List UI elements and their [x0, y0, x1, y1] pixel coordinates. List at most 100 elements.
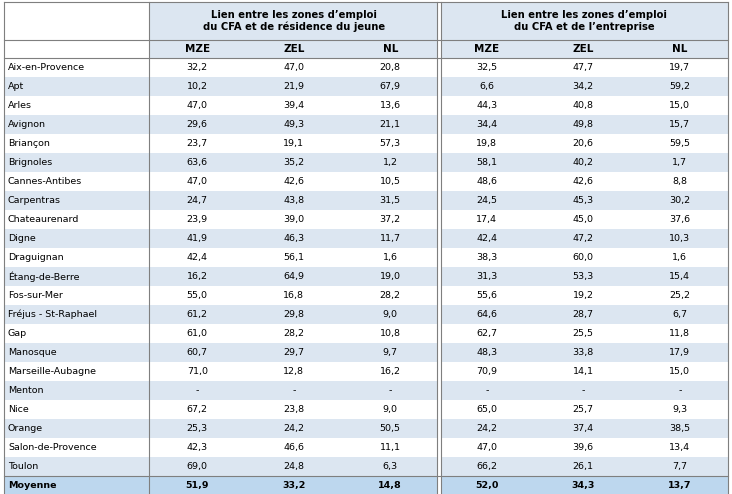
Text: 24,7: 24,7 [187, 196, 208, 205]
Text: 40,8: 40,8 [572, 101, 594, 110]
Text: 38,3: 38,3 [476, 253, 497, 262]
Text: 10,5: 10,5 [380, 177, 400, 186]
Bar [4, 96, 728, 115]
Text: Digne: Digne [8, 234, 36, 243]
Text: 67,2: 67,2 [187, 405, 208, 414]
Text: 25,2: 25,2 [669, 291, 690, 300]
Text: 29,8: 29,8 [283, 310, 305, 319]
Text: 49,8: 49,8 [572, 120, 594, 129]
Bar [4, 438, 728, 457]
Text: -: - [581, 386, 585, 395]
Text: 24,8: 24,8 [283, 462, 305, 471]
Text: 64,9: 64,9 [283, 272, 305, 281]
Text: 8,8: 8,8 [672, 177, 687, 186]
Text: 52,0: 52,0 [475, 481, 498, 490]
Text: 15,4: 15,4 [669, 272, 690, 281]
Bar [4, 77, 728, 96]
Text: 20,6: 20,6 [572, 139, 594, 148]
Text: 39,4: 39,4 [283, 101, 305, 110]
Text: 20,8: 20,8 [380, 63, 400, 72]
Text: 6,3: 6,3 [383, 462, 397, 471]
Text: 43,8: 43,8 [283, 196, 305, 205]
Text: 67,9: 67,9 [380, 82, 400, 91]
Text: 37,4: 37,4 [572, 424, 594, 433]
Text: 56,1: 56,1 [283, 253, 305, 262]
Text: 70,9: 70,9 [477, 367, 497, 376]
Text: 26,1: 26,1 [572, 462, 594, 471]
Text: -: - [389, 386, 392, 395]
Text: 15,7: 15,7 [669, 120, 690, 129]
Text: 46,3: 46,3 [283, 234, 305, 243]
Text: NL: NL [672, 44, 687, 54]
Text: 19,2: 19,2 [572, 291, 594, 300]
Text: 49,3: 49,3 [283, 120, 305, 129]
Text: 1,6: 1,6 [383, 253, 397, 262]
Text: Avignon: Avignon [8, 120, 46, 129]
Text: 42,3: 42,3 [187, 443, 208, 452]
Text: 25,5: 25,5 [572, 329, 594, 338]
Bar [4, 191, 728, 210]
Text: Moyenne: Moyenne [8, 481, 56, 490]
Text: 10,3: 10,3 [669, 234, 690, 243]
Bar [4, 267, 728, 286]
Bar [4, 134, 728, 153]
Text: 19,1: 19,1 [283, 139, 305, 148]
Text: 29,6: 29,6 [187, 120, 208, 129]
Text: 55,0: 55,0 [187, 291, 208, 300]
Text: Draguignan: Draguignan [8, 253, 64, 262]
Text: -: - [485, 386, 488, 395]
Text: 6,6: 6,6 [479, 82, 494, 91]
Bar [4, 381, 728, 400]
Text: Salon-de-Provence: Salon-de-Provence [8, 443, 97, 452]
Text: 9,3: 9,3 [672, 405, 687, 414]
Text: 39,0: 39,0 [283, 215, 305, 224]
Text: 60,7: 60,7 [187, 348, 208, 357]
Text: 7,7: 7,7 [672, 462, 687, 471]
Bar [4, 457, 728, 476]
Text: 65,0: 65,0 [477, 405, 497, 414]
Text: 34,4: 34,4 [477, 120, 497, 129]
Text: Cannes-Antibes: Cannes-Antibes [8, 177, 82, 186]
Bar [4, 115, 728, 134]
Text: 48,6: 48,6 [477, 177, 497, 186]
Text: 24,5: 24,5 [477, 196, 497, 205]
Text: 47,7: 47,7 [572, 63, 594, 72]
Text: 28,7: 28,7 [572, 310, 594, 319]
Bar [4, 400, 728, 419]
Text: 51,9: 51,9 [185, 481, 209, 490]
Text: 11,7: 11,7 [380, 234, 400, 243]
Text: 53,3: 53,3 [572, 272, 594, 281]
Text: 16,2: 16,2 [187, 272, 208, 281]
Text: Marseille-Aubagne: Marseille-Aubagne [8, 367, 96, 376]
Text: 30,2: 30,2 [669, 196, 690, 205]
Text: 41,9: 41,9 [187, 234, 208, 243]
Bar [4, 229, 728, 248]
Text: 1,2: 1,2 [383, 158, 397, 167]
Bar [4, 58, 728, 77]
Text: 45,0: 45,0 [572, 215, 594, 224]
Text: 39,6: 39,6 [572, 443, 594, 452]
Text: 15,0: 15,0 [669, 367, 690, 376]
Text: Lien entre les zones d’emploi
du CFA et de résidence du jeune: Lien entre les zones d’emploi du CFA et … [203, 10, 385, 32]
Text: 59,5: 59,5 [669, 139, 690, 148]
Text: 42,4: 42,4 [187, 253, 208, 262]
Bar [4, 40, 728, 58]
Text: Toulon: Toulon [8, 462, 38, 471]
Text: 47,0: 47,0 [477, 443, 497, 452]
Text: 44,3: 44,3 [477, 101, 497, 110]
Text: 14,1: 14,1 [572, 367, 594, 376]
Text: 19,0: 19,0 [380, 272, 400, 281]
Bar [149, 2, 438, 40]
Text: 33,2: 33,2 [282, 481, 305, 490]
Text: Brignoles: Brignoles [8, 158, 52, 167]
Text: ZEL: ZEL [283, 44, 305, 54]
Bar [4, 324, 728, 343]
Text: 25,3: 25,3 [187, 424, 208, 433]
Text: 50,5: 50,5 [380, 424, 400, 433]
Text: MZE: MZE [474, 44, 499, 54]
Text: 12,8: 12,8 [283, 367, 305, 376]
Text: 23,7: 23,7 [187, 139, 208, 148]
Text: 47,0: 47,0 [283, 63, 305, 72]
Text: 11,1: 11,1 [380, 443, 400, 452]
Text: 55,6: 55,6 [477, 291, 497, 300]
